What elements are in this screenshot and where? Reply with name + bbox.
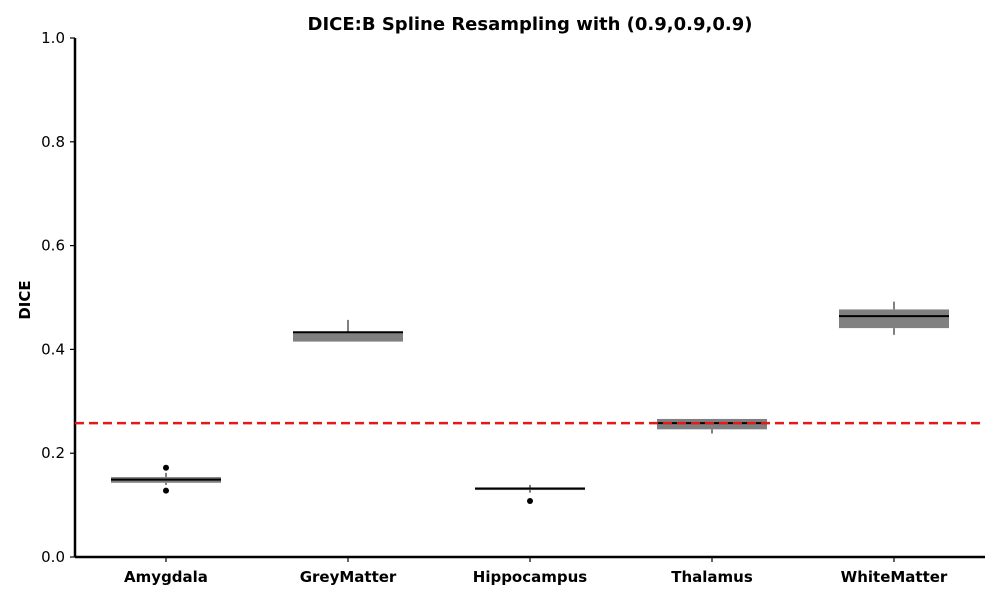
x-tick-label: GreyMatter — [300, 568, 397, 586]
box-greymatter — [293, 332, 403, 342]
chart-title: DICE:B Spline Resampling with (0.9,0.9,0… — [308, 14, 753, 35]
outlier-point-amygdala — [163, 487, 169, 494]
box-whitematter — [839, 309, 949, 329]
y-tick-label: 0.8 — [41, 133, 65, 151]
x-tick-label: Thalamus — [671, 568, 753, 586]
y-tick-label: 0.2 — [41, 444, 65, 462]
y-tick-label: 1.0 — [41, 29, 65, 47]
plot-area: 0.0 0.2 0.4 0.6 0.8 1.0 Amygdala GreyMatter Hipp… — [41, 29, 985, 586]
y-tick-label: 0.0 — [41, 548, 65, 566]
x-tick-label: Hippocampus — [473, 568, 588, 586]
x-tick-label: WhiteMatter — [841, 568, 948, 586]
x-tick-label: Amygdala — [124, 568, 208, 586]
y-tick-label: 0.6 — [41, 237, 65, 255]
outlier-point-hippocampus — [527, 497, 533, 504]
y-tick-label: 0.4 — [41, 340, 65, 358]
outlier-point-amygdala — [163, 464, 169, 471]
y-axis-label: DICE — [16, 280, 34, 319]
